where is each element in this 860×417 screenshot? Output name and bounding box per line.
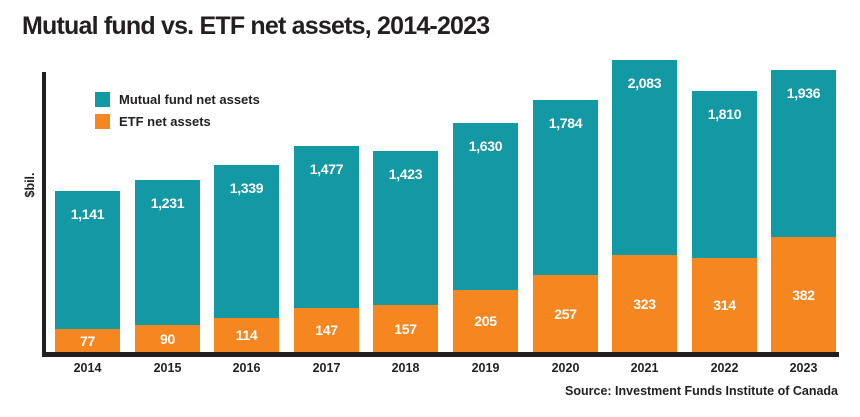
mutual-fund-segment-2023: 1,936 [771,70,836,237]
mutual-fund-segment-2019: 1,630 [453,123,518,290]
etf-value-label-2018: 157 [394,320,417,337]
etf-segment-2019: 205 [453,290,518,352]
mutual-fund-segment-2022: 1,810 [692,91,757,258]
bar-2016: 1,339 114 [214,165,279,352]
mutual-fund-value-label-2020: 1,784 [548,115,583,131]
bar-2015: 1,231 90 [135,180,200,352]
mutual-fund-value-label-2016: 1,339 [229,180,264,196]
legend-item-etf: ETF net assets [95,114,260,129]
etf-segment-2022: 314 [692,258,757,352]
mutual-fund-segment-2018: 1,423 [373,151,438,305]
y-axis-label: $bil. [23,172,37,198]
legend-label-mutual-fund: Mutual fund net assets [119,92,260,107]
etf-value-label-2017: 147 [315,322,338,338]
bar-2018: 1,423 157 [373,151,438,352]
y-axis [42,72,46,357]
x-tick-label-2018: 2018 [391,361,420,375]
mutual-fund-segment-2021: 2,083 [612,60,677,255]
etf-swatch-icon [95,114,110,129]
etf-segment-2016: 114 [214,318,279,352]
mutual-fund-segment-2020: 1,784 [533,100,598,275]
x-tick-label-2015: 2015 [153,361,182,375]
mutual-fund-value-label-2023: 1,936 [786,85,821,101]
legend-label-etf: ETF net assets [119,114,211,129]
mutual-fund-swatch-icon [95,92,110,107]
bar-2022: 1,810 314 [692,91,757,352]
mutual-fund-segment-2016: 1,339 [214,165,279,318]
mutual-fund-segment-2014: 1,141 [55,191,120,329]
etf-value-label-2014: 77 [80,332,95,349]
etf-segment-2021: 323 [612,255,677,352]
x-tick-label-2016: 2016 [232,361,261,375]
mutual-fund-value-label-2015: 1,231 [150,195,185,211]
x-tick-label-2021: 2021 [630,361,659,375]
source-attribution: Source: Investment Funds Institute of Ca… [565,384,838,398]
x-tick-label-2014: 2014 [73,361,102,375]
mutual-fund-value-label-2018: 1,423 [388,166,423,182]
bar-2014: 1,141 77 [55,191,120,352]
mutual-fund-value-label-2021: 2,083 [627,75,662,91]
mutual-fund-value-label-2017: 1,477 [309,161,344,177]
etf-segment-2015: 90 [135,325,200,352]
chart-title: Mutual fund vs. ETF net assets, 2014-202… [22,12,490,40]
etf-value-label-2020: 257 [554,305,577,322]
mutual-fund-value-label-2022: 1,810 [707,106,742,122]
etf-segment-2023: 382 [771,237,836,352]
mutual-fund-segment-2017: 1,477 [294,146,359,308]
etf-value-label-2021: 323 [633,295,656,312]
x-tick-label-2022: 2022 [710,361,739,375]
etf-value-label-2023: 382 [792,286,815,303]
bars-area: 1,141 77 1,231 90 1,339 114 1,477 147 1,423 157 1,… [46,0,839,352]
etf-segment-2014: 77 [55,329,120,352]
etf-segment-2018: 157 [373,305,438,352]
x-tick-label-2017: 2017 [312,361,341,375]
mutual-fund-segment-2015: 1,231 [135,180,200,325]
x-axis [42,352,839,357]
bar-2023: 1,936 382 [771,70,836,352]
legend-item-mutual-fund: Mutual fund net assets [95,92,260,107]
bar-2017: 1,477 147 [294,146,359,352]
x-tick-label-2019: 2019 [471,361,500,375]
etf-segment-2017: 147 [294,308,359,352]
bar-2019: 1,630 205 [453,123,518,352]
etf-segment-2020: 257 [533,275,598,352]
etf-value-label-2016: 114 [235,327,258,343]
mutual-fund-value-label-2014: 1,141 [70,206,105,222]
etf-value-label-2015: 90 [160,330,175,347]
x-tick-label-2020: 2020 [551,361,580,375]
bar-2021: 2,083 323 [612,60,677,352]
mutual-fund-value-label-2019: 1,630 [468,138,503,154]
legend: Mutual fund net assets ETF net assets [95,92,260,129]
etf-value-label-2022: 314 [713,297,736,313]
etf-value-label-2019: 205 [474,313,497,329]
x-axis-labels: 2014 2015 2016 2017 2018 2019 2020 2021 2022 2023 [46,361,839,377]
x-tick-label-2023: 2023 [789,361,818,375]
bar-2020: 1,784 257 [533,100,598,352]
